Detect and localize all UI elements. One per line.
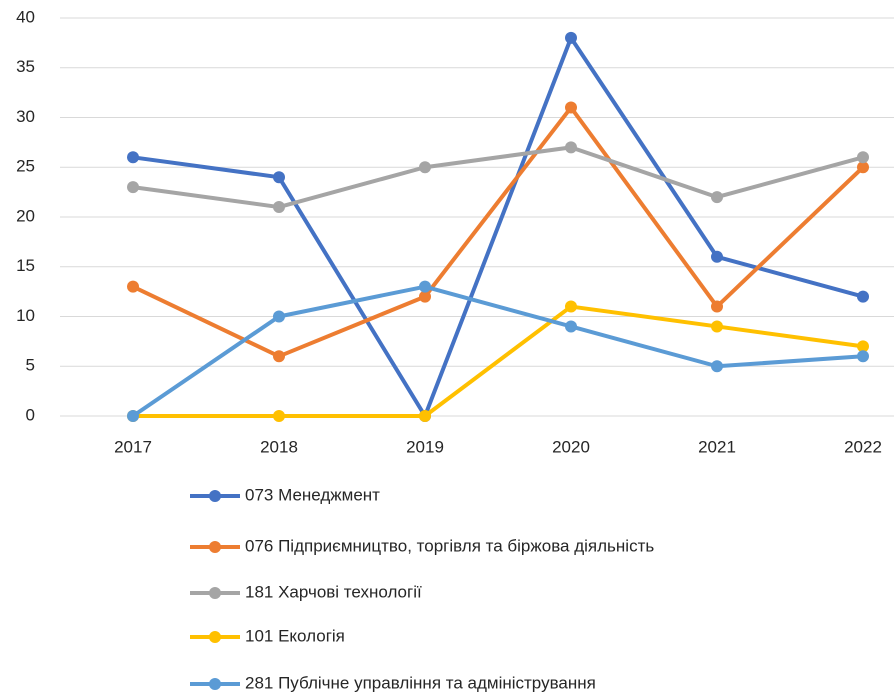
x-tick-label: 2019 [406, 437, 444, 456]
legend-label: 181 Харчові технології [245, 582, 422, 601]
y-tick-label: 20 [16, 206, 35, 225]
x-tick-label: 2022 [844, 437, 882, 456]
series-line [132, 35, 864, 418]
legend-marker [209, 490, 221, 502]
y-tick-label: 25 [16, 157, 35, 176]
data-point [419, 290, 431, 303]
data-point [273, 410, 285, 422]
data-point [857, 161, 869, 174]
data-point [273, 310, 285, 323]
data-point [857, 290, 869, 303]
data-point [127, 181, 139, 194]
legend-label: 076 Підприємництво, торгівля та біржова … [245, 536, 654, 555]
data-point [419, 280, 431, 293]
data-point [857, 350, 869, 363]
legend-label: 073 Менеджмент [245, 485, 380, 504]
y-tick-label: 5 [26, 356, 35, 375]
data-point [857, 340, 869, 353]
data-point [711, 300, 723, 313]
legend-marker [209, 541, 221, 553]
data-point [711, 360, 723, 373]
y-tick-label: 40 [16, 7, 35, 26]
x-tick-label: 2020 [552, 437, 590, 456]
data-point [127, 151, 139, 164]
y-tick-label: 15 [16, 256, 35, 275]
data-point [419, 161, 431, 174]
series-line [133, 304, 864, 418]
data-point [565, 141, 577, 154]
series-line [131, 284, 864, 418]
data-point [711, 250, 723, 263]
data-point [857, 151, 869, 164]
data-point [565, 101, 577, 114]
data-point [565, 31, 577, 44]
y-tick-label: 35 [16, 57, 35, 76]
data-point [127, 280, 139, 293]
data-point [127, 410, 139, 422]
y-tick-label: 30 [16, 107, 35, 126]
x-tick-label: 2017 [114, 437, 152, 456]
data-point [565, 320, 577, 333]
series-line [132, 105, 865, 359]
legend-label: 101 Екологія [245, 626, 345, 645]
x-tick-label: 2018 [260, 437, 298, 456]
data-point [273, 171, 285, 184]
y-tick-label: 0 [26, 405, 35, 424]
legend-marker [209, 587, 221, 599]
series-line [132, 145, 864, 210]
data-point [711, 191, 723, 204]
legend-label: 281 Публічне управління та адмініструван… [245, 673, 596, 692]
legend-marker [209, 631, 221, 643]
legend-marker [209, 678, 221, 690]
data-point [711, 320, 723, 333]
data-point [273, 201, 285, 214]
data-point [273, 350, 285, 363]
y-tick-label: 10 [16, 306, 35, 325]
x-tick-label: 2021 [698, 437, 736, 456]
data-point [419, 410, 431, 422]
data-point [565, 300, 577, 313]
